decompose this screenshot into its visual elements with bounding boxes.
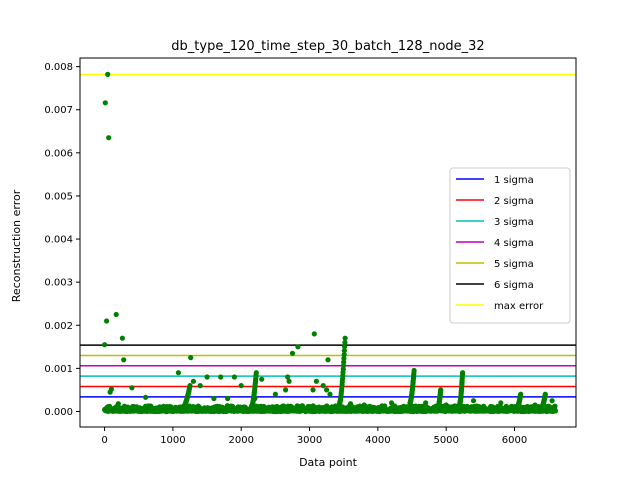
- y-tick-label: 0.008: [44, 62, 73, 73]
- legend-entry: 1 sigma: [494, 175, 534, 186]
- legend-entry: 3 sigma: [494, 217, 534, 228]
- data-point: [187, 383, 193, 389]
- y-tick-label: 0.001: [44, 364, 73, 375]
- data-point: [175, 370, 181, 376]
- data-point: [289, 350, 296, 356]
- data-point: [104, 318, 110, 324]
- y-tick-label: 0.006: [44, 148, 73, 159]
- data-point: [108, 386, 114, 392]
- data-point: [342, 339, 348, 346]
- legend-entry: 4 sigma: [494, 238, 534, 249]
- data-point: [470, 398, 477, 404]
- y-tick-label: 0.003: [44, 278, 73, 289]
- data-point: [342, 335, 348, 341]
- data-point: [283, 387, 289, 393]
- y-tick-label: 0.007: [44, 105, 73, 116]
- y-tick-label: 0.002: [44, 321, 73, 332]
- data-point: [129, 385, 135, 391]
- data-point: [295, 344, 301, 350]
- data-point: [324, 387, 330, 393]
- data-point: [313, 378, 319, 384]
- x-tick-label: 1000: [160, 435, 185, 446]
- legend: 1 sigma 2 sigma 3 sigma 4 sigma 5 sigma 6 sig…: [449, 167, 571, 324]
- data-point: [518, 391, 524, 397]
- data-point: [341, 352, 347, 358]
- data-point: [327, 391, 333, 397]
- y-tick-label: 0.000: [44, 407, 73, 418]
- data-point: [121, 357, 127, 363]
- data-point: [325, 357, 331, 363]
- y-axis: 0.000 0.001 0.002 0.003 0.004 0.005 0.006 0.007…: [44, 62, 80, 418]
- data-point: [204, 374, 210, 380]
- legend-entry: 5 sigma: [494, 259, 534, 270]
- data-point: [231, 374, 237, 380]
- data-point: [532, 402, 538, 408]
- chart-title: db_type_120_time_step_30_batch_128_node_…: [171, 39, 484, 54]
- data-point: [341, 359, 347, 365]
- x-tick-label: 2000: [229, 435, 254, 446]
- legend-entry: 6 sigma: [494, 280, 534, 291]
- data-point: [361, 402, 367, 408]
- data-point: [341, 355, 347, 361]
- data-point: [253, 370, 259, 376]
- data-point: [310, 387, 316, 393]
- plot-marks: [80, 71, 576, 415]
- data-point: [102, 342, 108, 348]
- data-point: [460, 370, 466, 376]
- data-point: [211, 395, 217, 402]
- y-tick-label: 0.005: [44, 191, 73, 202]
- data-point: [218, 374, 224, 380]
- data-point: [549, 398, 555, 404]
- data-point: [542, 391, 548, 397]
- x-axis: 0 1000 2000 3000 4000 5000 6000: [101, 427, 527, 446]
- data-point: [388, 400, 395, 406]
- data-point: [106, 135, 112, 141]
- x-tick-label: 0: [101, 435, 107, 446]
- data-point: [347, 401, 354, 407]
- legend-entry: 2 sigma: [494, 196, 534, 207]
- data-point: [143, 394, 149, 400]
- data-point: [552, 408, 559, 414]
- data-point: [102, 100, 108, 106]
- data-point: [225, 395, 231, 402]
- data-point: [423, 400, 429, 406]
- legend-entry: max error: [494, 301, 544, 312]
- data-point: [113, 311, 119, 318]
- x-tick-label: 6000: [502, 435, 527, 446]
- data-point: [411, 367, 417, 374]
- data-point: [238, 383, 244, 389]
- x-tick-label: 4000: [365, 435, 390, 446]
- data-point: [272, 391, 278, 397]
- data-point: [285, 374, 291, 380]
- data-point: [552, 403, 558, 409]
- data-point: [197, 383, 203, 389]
- data-point: [119, 335, 125, 341]
- y-tick-label: 0.004: [44, 235, 73, 246]
- x-tick-label: 5000: [433, 435, 458, 446]
- data-point: [341, 348, 347, 354]
- data-point: [286, 378, 292, 384]
- x-axis-label: Data point: [299, 456, 358, 469]
- data-point: [188, 355, 194, 361]
- axes-frame: [79, 57, 577, 428]
- data-point: [252, 395, 258, 402]
- plot-area: [79, 57, 577, 428]
- data-point: [259, 376, 265, 382]
- data-point: [498, 400, 504, 406]
- data-point: [342, 344, 348, 350]
- data-point: [320, 383, 326, 389]
- data-point: [115, 401, 121, 407]
- x-tick-label: 3000: [297, 435, 322, 446]
- data-point: [105, 71, 111, 77]
- data-point: [438, 387, 444, 393]
- data-point: [190, 378, 196, 384]
- y-axis-label: Reconstruction error: [10, 189, 23, 302]
- data-point: [443, 402, 449, 408]
- data-point: [311, 331, 317, 337]
